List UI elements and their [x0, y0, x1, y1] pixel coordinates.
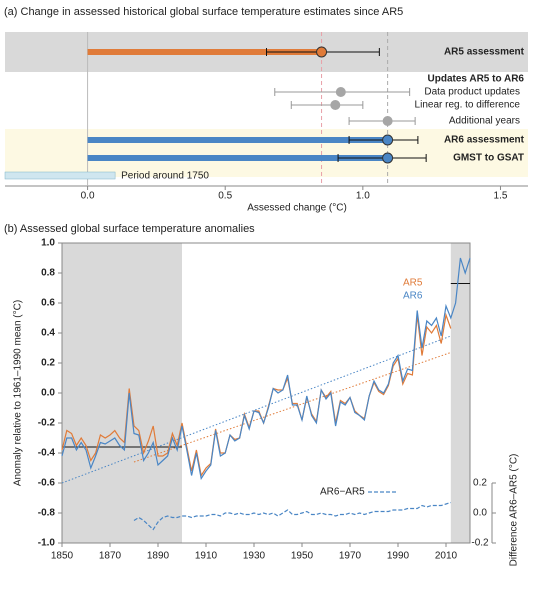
- x-tick-label: 1990: [387, 551, 410, 562]
- legend-label: AR6: [403, 291, 423, 302]
- shaded-period: [450, 243, 470, 543]
- y2-tick-label: 0.0: [473, 508, 487, 519]
- dot: [330, 100, 341, 110]
- dot: [335, 87, 346, 97]
- x-tick-label: 1930: [243, 551, 266, 562]
- x-tick-label: 1970: [339, 551, 362, 562]
- row-label: GMST to GSAT: [453, 153, 524, 164]
- period-bar: [4, 171, 116, 180]
- dot: [382, 134, 394, 146]
- y-tick-label: 0.4: [41, 328, 55, 339]
- x-axis-label: Assessed change (°C): [247, 203, 347, 214]
- bar: [87, 155, 388, 161]
- y-tick-label: 0.8: [41, 268, 55, 279]
- row-label: AR5 assessment: [444, 47, 525, 58]
- legend-label: AR6−AR5: [320, 487, 365, 498]
- y-tick-label: 0.0: [41, 388, 55, 399]
- y-tick-label: -0.6: [38, 478, 56, 489]
- y-tick-label: -0.2: [38, 418, 56, 429]
- trend-line: [61, 335, 451, 484]
- y-tick-label: 0.6: [41, 298, 55, 309]
- y2-tick-label: -0.2: [471, 538, 489, 549]
- series-line: [61, 257, 471, 481]
- x-tick-label: 1870: [99, 551, 122, 562]
- bar: [87, 49, 322, 55]
- group-label: Updates AR5 to AR6: [428, 74, 525, 85]
- x-tick-label: 1950: [291, 551, 314, 562]
- x-tick-label: 0.0: [81, 191, 95, 202]
- legend-label: AR5: [403, 278, 423, 289]
- x-tick-label: 2010: [435, 551, 458, 562]
- row-label: Linear reg. to difference: [415, 100, 521, 111]
- x-tick-label: 1910: [195, 551, 218, 562]
- bar: [87, 137, 388, 143]
- y-axis-label: Anomaly relative to 1961–1990 mean (°C): [13, 300, 24, 486]
- x-tick-label: 1890: [147, 551, 170, 562]
- y-tick-label: -1.0: [38, 538, 56, 549]
- x-tick-label: 1.0: [356, 191, 370, 202]
- row-label: Data product updates: [424, 87, 520, 98]
- y-tick-label: -0.8: [38, 508, 56, 519]
- period-label: Period around 1750: [121, 171, 209, 182]
- panel-a-title: (a) Change in assessed historical global…: [4, 6, 403, 18]
- panel-b-title: (b) Assessed global surface temperature …: [4, 223, 255, 235]
- y2-axis-label: Difference AR6–AR5 (°C): [509, 454, 520, 567]
- y2-tick-label: 0.2: [473, 478, 487, 489]
- y-tick-label: -0.4: [38, 448, 56, 459]
- dot: [382, 152, 394, 164]
- x-tick-label: 1.5: [494, 191, 508, 202]
- shaded-period: [62, 243, 182, 543]
- y-tick-label: 0.2: [41, 358, 55, 369]
- row-label: AR6 assessment: [444, 135, 525, 146]
- x-tick-label: 0.5: [218, 191, 232, 202]
- x-tick-label: 1850: [51, 551, 74, 562]
- dot: [316, 46, 328, 58]
- y-tick-label: 1.0: [41, 238, 55, 249]
- dot: [382, 116, 393, 126]
- row-label: Additional years: [449, 116, 520, 127]
